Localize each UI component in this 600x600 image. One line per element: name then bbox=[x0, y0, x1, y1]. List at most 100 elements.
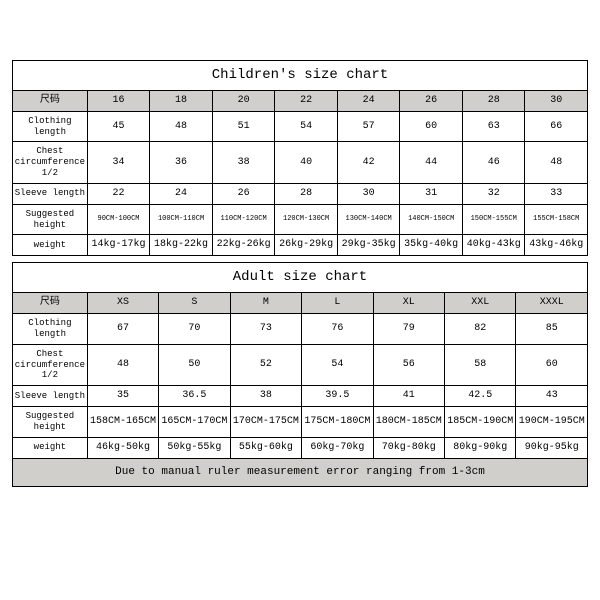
cell: 80kg-90kg bbox=[445, 437, 516, 458]
cell: 34 bbox=[87, 142, 150, 183]
cell: 130CM-140CM bbox=[337, 204, 400, 235]
size-col: XL bbox=[373, 293, 444, 314]
cell: 120CM-130CM bbox=[275, 204, 338, 235]
size-col: 18 bbox=[150, 90, 213, 111]
cell: 66 bbox=[525, 111, 588, 142]
cell: 14kg-17kg bbox=[87, 235, 150, 256]
cell: 155CM-158CM bbox=[525, 204, 588, 235]
cell: 158CM-165CM bbox=[87, 407, 158, 438]
table-row: Sleeve length3536.53839.54142.543 bbox=[13, 386, 588, 407]
table-row: Suggested height158CM-165CM165CM-170CM17… bbox=[13, 407, 588, 438]
size-col: XXL bbox=[445, 293, 516, 314]
cell: 82 bbox=[445, 314, 516, 345]
adult-size-table: Adult size chart 尺码 XS S M L XL XXL XXXL… bbox=[12, 262, 588, 487]
table-row: Suggested height90CM-100CM100CM-110CM110… bbox=[13, 204, 588, 235]
cell: 55kg-60kg bbox=[230, 437, 301, 458]
table-row: Sleeve length2224262830313233 bbox=[13, 183, 588, 204]
size-col: 30 bbox=[525, 90, 588, 111]
row-label: Chest circumference 1/2 bbox=[13, 344, 88, 385]
size-col: 28 bbox=[462, 90, 525, 111]
adult-header-row: 尺码 XS S M L XL XXL XXXL bbox=[13, 293, 588, 314]
cell: 56 bbox=[373, 344, 444, 385]
cell: 38 bbox=[212, 142, 275, 183]
cell: 63 bbox=[462, 111, 525, 142]
cell: 40kg-43kg bbox=[462, 235, 525, 256]
cell: 48 bbox=[150, 111, 213, 142]
table-row: Chest circumference 1/248505254565860 bbox=[13, 344, 588, 385]
cell: 35 bbox=[87, 386, 158, 407]
row-label: Sleeve length bbox=[13, 183, 88, 204]
cell: 185CM-190CM bbox=[445, 407, 516, 438]
cell: 79 bbox=[373, 314, 444, 345]
children-title-row: Children's size chart bbox=[13, 61, 588, 91]
cell: 36 bbox=[150, 142, 213, 183]
cell: 18kg-22kg bbox=[150, 235, 213, 256]
cell: 140CM-150CM bbox=[400, 204, 463, 235]
size-col: XS bbox=[87, 293, 158, 314]
table-row: weight46kg-50kg50kg-55kg55kg-60kg60kg-70… bbox=[13, 437, 588, 458]
cell: 60kg-70kg bbox=[302, 437, 373, 458]
cell: 38 bbox=[230, 386, 301, 407]
measurement-note: Due to manual ruler measurement error ra… bbox=[13, 458, 588, 486]
cell: 41 bbox=[373, 386, 444, 407]
table-row: Chest circumference 1/23436384042444648 bbox=[13, 142, 588, 183]
cell: 30 bbox=[337, 183, 400, 204]
cell: 42 bbox=[337, 142, 400, 183]
size-col: 16 bbox=[87, 90, 150, 111]
cell: 60 bbox=[516, 344, 588, 385]
children-header-row: 尺码 16 18 20 22 24 26 28 30 bbox=[13, 90, 588, 111]
cell: 46 bbox=[462, 142, 525, 183]
row-label: Clothing length bbox=[13, 111, 88, 142]
row-label: Chest circumference 1/2 bbox=[13, 142, 88, 183]
cell: 85 bbox=[516, 314, 588, 345]
cell: 90CM-100CM bbox=[87, 204, 150, 235]
cell: 40 bbox=[275, 142, 338, 183]
row-label: weight bbox=[13, 235, 88, 256]
row-label: Suggested height bbox=[13, 407, 88, 438]
cell: 44 bbox=[400, 142, 463, 183]
cell: 43kg-46kg bbox=[525, 235, 588, 256]
adult-title-row: Adult size chart bbox=[13, 263, 588, 293]
size-col: S bbox=[159, 293, 230, 314]
cell: 42.5 bbox=[445, 386, 516, 407]
cell: 150CM-155CM bbox=[462, 204, 525, 235]
cell: 52 bbox=[230, 344, 301, 385]
cell: 54 bbox=[302, 344, 373, 385]
cell: 32 bbox=[462, 183, 525, 204]
cell: 33 bbox=[525, 183, 588, 204]
cell: 73 bbox=[230, 314, 301, 345]
cell: 45 bbox=[87, 111, 150, 142]
cell: 54 bbox=[275, 111, 338, 142]
cell: 165CM-170CM bbox=[159, 407, 230, 438]
cell: 35kg-40kg bbox=[400, 235, 463, 256]
size-col: M bbox=[230, 293, 301, 314]
size-col: 24 bbox=[337, 90, 400, 111]
measurement-note-row: Due to manual ruler measurement error ra… bbox=[13, 458, 588, 486]
cell: 36.5 bbox=[159, 386, 230, 407]
cell: 50 bbox=[159, 344, 230, 385]
cell: 70 bbox=[159, 314, 230, 345]
adult-label-header: 尺码 bbox=[13, 293, 88, 314]
cell: 57 bbox=[337, 111, 400, 142]
cell: 48 bbox=[525, 142, 588, 183]
cell: 170CM-175CM bbox=[230, 407, 301, 438]
table-row: Clothing length67707376798285 bbox=[13, 314, 588, 345]
cell: 60 bbox=[400, 111, 463, 142]
cell: 43 bbox=[516, 386, 588, 407]
cell: 48 bbox=[87, 344, 158, 385]
cell: 26kg-29kg bbox=[275, 235, 338, 256]
size-col: L bbox=[302, 293, 373, 314]
cell: 180CM-185CM bbox=[373, 407, 444, 438]
children-title: Children's size chart bbox=[13, 61, 588, 91]
cell: 190CM-195CM bbox=[516, 407, 588, 438]
cell: 70kg-80kg bbox=[373, 437, 444, 458]
children-label-header: 尺码 bbox=[13, 90, 88, 111]
row-label: Clothing length bbox=[13, 314, 88, 345]
row-label: weight bbox=[13, 437, 88, 458]
size-col: 22 bbox=[275, 90, 338, 111]
cell: 26 bbox=[212, 183, 275, 204]
cell: 46kg-50kg bbox=[87, 437, 158, 458]
cell: 90kg-95kg bbox=[516, 437, 588, 458]
cell: 31 bbox=[400, 183, 463, 204]
cell: 175CM-180CM bbox=[302, 407, 373, 438]
